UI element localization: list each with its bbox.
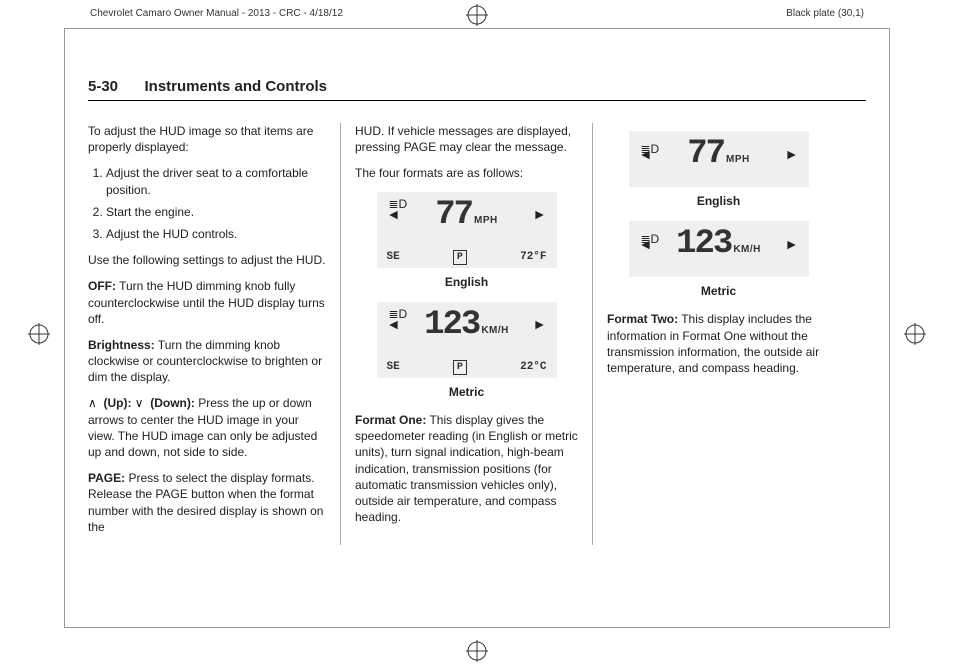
col1-intro: To adjust the HUD image so that items ar… [88, 123, 326, 155]
off-para: OFF: Turn the HUD dimming knob fully cou… [88, 278, 326, 327]
brightness-label: Brightness: [88, 338, 155, 352]
column-3: ◄ 77MPH ► ≣D English ◄ 123KM/H ► ≣D Metr… [592, 123, 844, 545]
header-right-text: Black plate (30,1) [786, 8, 864, 19]
caption-english-1: English [355, 274, 578, 290]
page-label: PAGE: [88, 471, 125, 485]
step-3: Adjust the HUD controls. [106, 226, 326, 242]
format-two-para: Format Two: This display includes the in… [607, 311, 830, 376]
print-header: Chevrolet Camaro Owner Manual - 2013 - C… [0, 6, 954, 28]
off-label: OFF: [88, 279, 116, 293]
col2-cont: HUD. If vehicle messages are displayed, … [355, 123, 578, 155]
hud-compass: SE [387, 250, 400, 265]
format-one-text: This display gives the speedometer readi… [355, 413, 578, 524]
column-2: HUD. If vehicle messages are displayed, … [340, 123, 592, 545]
hud-gear: P [453, 360, 467, 376]
format-two-label: Format Two: [607, 312, 678, 326]
col1-settings-intro: Use the following settings to adjust the… [88, 252, 326, 268]
hud-format1-english: ◄ 77MPH ► ≣D SE P 72°F [377, 192, 557, 268]
hud-unit-mph: MPH [726, 153, 750, 167]
crop-mark-bottom [466, 640, 488, 662]
hud-gear: P [453, 250, 467, 266]
up-label: (Up): [103, 396, 131, 410]
hud-unit-mph: MPH [474, 214, 498, 228]
hud-temp-f: 72°F [520, 250, 546, 265]
hud-temp-c: 22°C [520, 360, 546, 375]
hud-compass: SE [387, 360, 400, 375]
crop-mark-left [28, 323, 50, 345]
hud-speed: 77 [435, 198, 472, 232]
section-title: Instruments and Controls [144, 78, 327, 95]
crop-mark-right [904, 323, 926, 345]
updown-para: ∧ (Up): ∨ (Down): Press the up or down a… [88, 395, 326, 460]
hud-speed: 77 [687, 137, 724, 171]
step-1: Adjust the driver seat to a comfortable … [106, 165, 326, 197]
section-header: 5-30 Instruments and Controls [88, 78, 866, 101]
turn-right-icon: ► [785, 145, 799, 164]
hud-unit-kmh: KM/H [481, 324, 509, 338]
hud-speed: 123 [676, 227, 731, 261]
caption-metric-1: Metric [355, 384, 578, 400]
header-left-text: Chevrolet Camaro Owner Manual - 2013 - C… [90, 8, 343, 19]
caption-english-2: English [607, 193, 830, 209]
down-label: (Down): [150, 396, 195, 410]
turn-right-icon: ► [533, 205, 547, 224]
hud-format2-english: ◄ 77MPH ► ≣D [629, 131, 809, 187]
column-1: To adjust the HUD image so that items ar… [88, 123, 340, 545]
format-one-para: Format One: This display gives the speed… [355, 412, 578, 525]
hud-unit-kmh: KM/H [733, 243, 761, 257]
off-text: Turn the HUD dimming knob fully counterc… [88, 279, 325, 325]
page-para: PAGE: Press to select the display format… [88, 470, 326, 535]
step-2: Start the engine. [106, 204, 326, 220]
caption-metric-2: Metric [607, 283, 830, 299]
brightness-para: Brightness: Turn the dimming knob clockw… [88, 337, 326, 386]
format-one-label: Format One: [355, 413, 426, 427]
page-number: 5-30 [88, 78, 118, 95]
hud-format1-metric: ◄ 123KM/H ► ≣D SE P 22°C [377, 302, 557, 378]
turn-right-icon: ► [785, 235, 799, 254]
col2-formats-intro: The four formats are as follows: [355, 165, 578, 181]
turn-right-icon: ► [533, 315, 547, 334]
hud-speed: 123 [424, 308, 479, 342]
hud-format2-metric: ◄ 123KM/H ► ≣D [629, 221, 809, 277]
